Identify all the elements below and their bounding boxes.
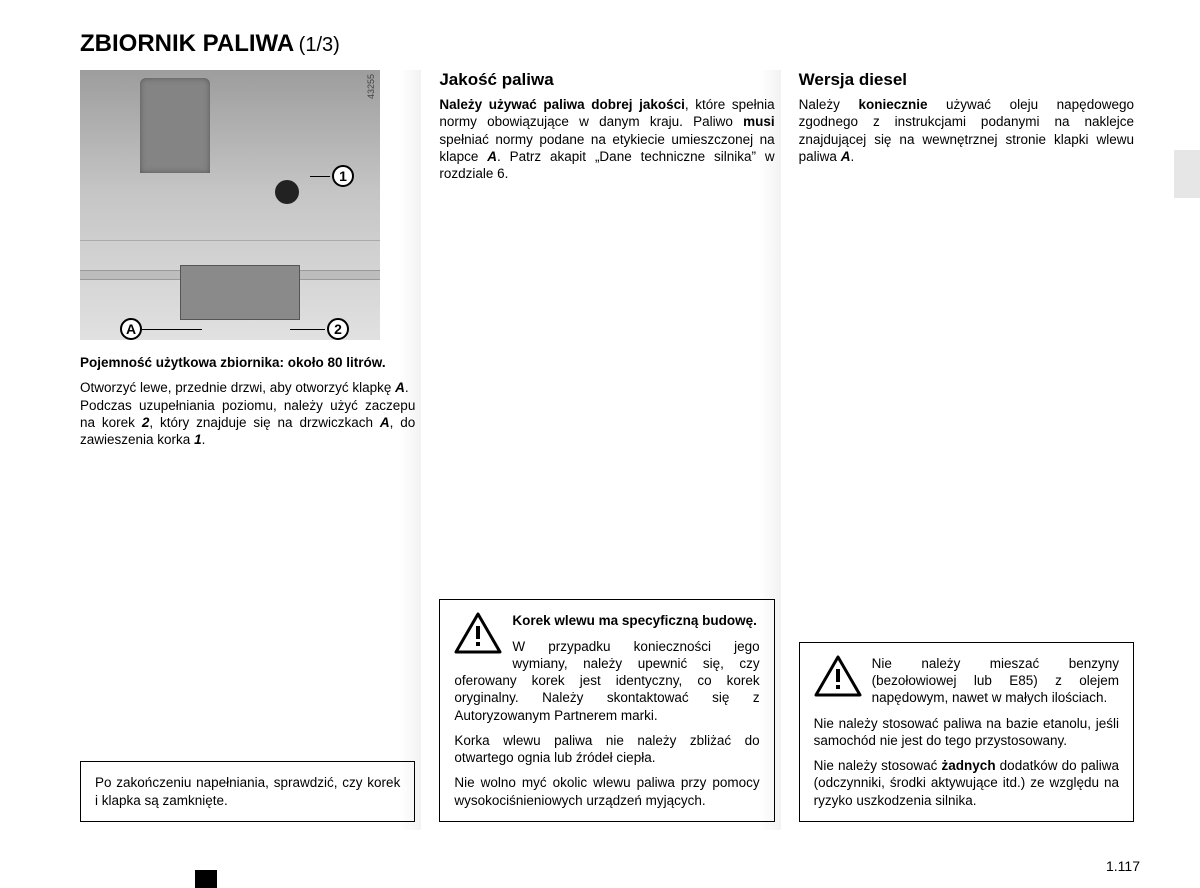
manual-page: ZBIORNIK PALIWA (1/3) 43255 A 1 <box>0 0 1200 888</box>
flap-shape <box>180 265 300 320</box>
column-2: Jakość paliwa Należy używać paliwa dobre… <box>439 70 780 830</box>
spacer <box>80 456 415 761</box>
text: Nie należy stosować <box>814 758 942 773</box>
seat-shape <box>140 78 210 173</box>
ref-1: 1 <box>194 432 202 447</box>
warning-icon <box>454 612 502 656</box>
fuel-flap-figure: 43255 A 1 2 <box>80 70 380 340</box>
col1-note-box: Po zakończeniu napełniania, sprawdzić, c… <box>80 761 415 822</box>
text: Otworzyć lewe, przednie drzwi, aby otwor… <box>80 380 395 395</box>
ref-A: A <box>395 380 405 395</box>
text-bold: żadnych <box>942 758 996 773</box>
col2-box-p2: Korka wlewu paliwa nie należy zbliżać do… <box>454 732 759 767</box>
spacer <box>799 173 1134 642</box>
col1-p1: Otworzyć lewe, przednie drzwi, aby otwor… <box>80 379 415 448</box>
col2-warning-box: Korek wlewu ma specyficzną budowę. W prz… <box>439 599 774 822</box>
ref-A: A <box>380 415 390 430</box>
warning-icon <box>814 655 862 699</box>
col3-box-p2: Nie należy stosować paliwa na bazie etan… <box>814 715 1119 750</box>
page-part: (1/3) <box>299 34 340 56</box>
text: . <box>405 380 409 395</box>
column-3: Wersja diesel Należy koniecznie używać o… <box>799 70 1140 830</box>
callout-A: A <box>120 318 202 340</box>
callout-lead <box>142 329 202 330</box>
body-line <box>80 240 380 246</box>
thumb-tab <box>1174 150 1200 198</box>
tank-capacity: Pojemność użytkowa zbiornika: około 80 l… <box>80 354 415 371</box>
callout-lead <box>310 176 330 177</box>
page-title: ZBIORNIK PALIWA <box>80 30 294 57</box>
column-1: 43255 A 1 2 Pojemność użytkowa zbiornika… <box>80 70 421 830</box>
callout-2: 2 <box>290 318 349 340</box>
page-title-row: ZBIORNIK PALIWA (1/3) <box>80 30 1140 58</box>
fuel-cap-shape <box>275 180 299 204</box>
text: , który znajduje się na drzwiczkach <box>149 415 380 430</box>
black-tab <box>195 870 217 888</box>
col2-p1: Należy używać paliwa dobrej jakości, któ… <box>439 96 774 182</box>
text-bold: Korek wlewu ma specyficzną budowę. <box>512 613 757 628</box>
columns: 43255 A 1 2 Pojemność użytkowa zbiornika… <box>80 70 1140 830</box>
image-code: 43255 <box>366 74 376 99</box>
text: Należy <box>799 97 859 112</box>
text: . <box>850 149 854 164</box>
col2-box-p3: Nie wolno myć okolic wlewu paliwa przy p… <box>454 774 759 809</box>
callout-A-label: A <box>120 318 142 340</box>
page-number: 1.117 <box>1106 858 1140 874</box>
col3-warning-box: Nie należy mieszać benzyny (bezołowiowej… <box>799 642 1134 822</box>
col3-box-p3: Nie należy stosować żadnych dodatków do … <box>814 757 1119 809</box>
col3-p1: Należy koniecznie używać oleju napędoweg… <box>799 96 1134 165</box>
tank-capacity-text: Pojemność użytkowa zbiornika: około 80 l… <box>80 355 382 370</box>
callout-lead <box>290 329 325 330</box>
callout-2-label: 2 <box>327 318 349 340</box>
ref-A: A <box>841 149 851 164</box>
callout-1: 1 <box>310 165 354 187</box>
col3-heading: Wersja diesel <box>799 70 1134 90</box>
callout-1-label: 1 <box>332 165 354 187</box>
text: . <box>202 432 206 447</box>
text-bold: Należy używać paliwa dobrej jakości <box>439 97 685 112</box>
col2-heading: Jakość paliwa <box>439 70 774 90</box>
text-bold: musi <box>743 114 775 129</box>
col1-note-text: Po zakończeniu napełniania, sprawdzić, c… <box>95 774 400 809</box>
text-bold: koniecznie <box>858 97 927 112</box>
spacer <box>439 190 774 599</box>
ref-A: A <box>487 149 497 164</box>
